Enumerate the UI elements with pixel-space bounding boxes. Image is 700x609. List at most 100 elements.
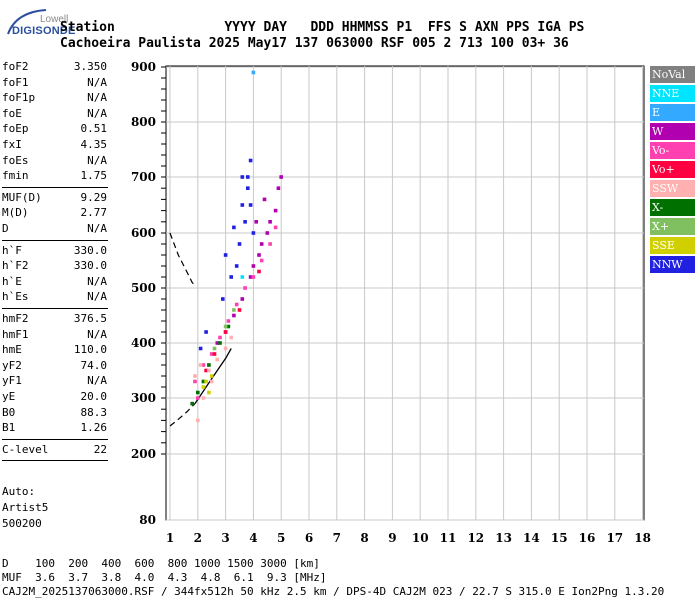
param-row: yE 20.0: [2, 390, 107, 405]
scatter-point: [248, 275, 253, 279]
y-tick-label: 200: [131, 447, 156, 461]
param-row: yF1 N/A: [2, 374, 107, 389]
param-name: MUF(D): [2, 190, 42, 204]
x-tick-label: 3: [221, 531, 229, 545]
logo-main-text: DIGISONDE: [12, 25, 76, 37]
scatter-point: [223, 253, 228, 257]
param-name: h`F: [2, 243, 22, 257]
x-tick-label: 16: [579, 531, 596, 545]
scatter-point: [223, 324, 228, 329]
param-value: 20.0: [80, 390, 108, 403]
param-name: foEs: [2, 153, 29, 167]
scatter-point: [212, 352, 217, 356]
param-name: B0: [2, 405, 16, 419]
scatter-point: [193, 374, 197, 378]
scatter-point: [196, 390, 200, 395]
scatter-point: [196, 396, 200, 400]
param-value: 110.0: [73, 343, 107, 357]
x-tick-label: 5: [277, 531, 285, 545]
scatter-point: [243, 220, 247, 224]
scatter-point: [201, 379, 206, 384]
x-tick-label: 11: [440, 531, 457, 545]
param-name: yE: [2, 390, 16, 403]
scatter-point: [218, 335, 222, 340]
param-row: foE N/A: [2, 107, 107, 122]
param-name: yF1: [2, 374, 22, 388]
param-separator: [2, 239, 108, 241]
legend-item: NNE: [650, 85, 695, 102]
scatter-point: [198, 363, 203, 367]
scatter-point: [215, 357, 220, 362]
logo-top-text: Lowell: [40, 14, 69, 25]
scatter-point: [232, 313, 236, 318]
scatter-point: [246, 186, 250, 190]
auto-version: 500200: [2, 517, 42, 530]
scatter-point: [209, 374, 214, 378]
param-separator: [2, 460, 108, 462]
scatter-point: [204, 379, 208, 384]
param-value: 330.0: [73, 259, 107, 273]
x-tick-label: 15: [551, 531, 568, 545]
param-name: foF2: [2, 60, 29, 73]
param-value: 74.0: [80, 358, 108, 372]
scatter-point: [273, 208, 278, 213]
header-labels: Station YYYY DAY DDD HHMMSS P1 FFS S AXN…: [60, 20, 585, 35]
scatter-point: [232, 225, 236, 230]
param-value: N/A: [87, 274, 107, 288]
param-name: h`Es: [2, 290, 29, 304]
scatter-point: [198, 346, 203, 351]
legend-item: X+: [650, 218, 695, 235]
param-value: N/A: [87, 106, 107, 120]
param-row: B0 88.3: [2, 406, 107, 421]
profile-solid: [194, 348, 232, 404]
scatter-point: [248, 158, 253, 163]
y-tick-label: 700: [131, 170, 156, 184]
legend-item: E: [650, 104, 695, 121]
scatter-point: [273, 225, 278, 230]
param-row: foF2 3.350: [2, 60, 107, 75]
param-row: h`E N/A: [2, 275, 107, 290]
param-row: hmF1 N/A: [2, 328, 107, 343]
legend-item: Vo-: [650, 142, 695, 159]
param-value: N/A: [87, 290, 107, 304]
y-tick-label: 600: [131, 226, 156, 240]
param-value: 88.3: [80, 405, 108, 419]
param-row: h`F2 330.0: [2, 259, 107, 274]
param-separator: [2, 438, 108, 440]
x-tick-label: 2: [194, 531, 202, 545]
scatter-point: [226, 324, 231, 329]
param-row: foF1p N/A: [2, 91, 107, 106]
scatter-point: [218, 341, 222, 345]
scatter-point: [234, 264, 239, 268]
y-tick-label: 80: [139, 513, 156, 527]
scatter-point: [232, 308, 236, 312]
footer-muf-row: MUF 3.6 3.7 3.8 4.0 4.3 4.8 6.1 9.3 [MHz…: [2, 571, 327, 584]
x-tick-label: 12: [467, 531, 484, 545]
param-name: foF1p: [2, 91, 36, 105]
param-value: 22: [93, 442, 107, 456]
scatter-point: [201, 363, 206, 367]
y-tick-label: 500: [131, 281, 156, 295]
scatter-point: [190, 401, 194, 406]
scatter-point: [246, 175, 250, 179]
param-value: 3.350: [73, 60, 107, 73]
profile-dashed-lower: [169, 403, 196, 427]
legend-item: NoVal: [650, 66, 695, 83]
scatter-point: [201, 385, 206, 389]
scatter-point: [257, 253, 261, 257]
param-name: h`E: [2, 274, 22, 288]
legend-item: NNW: [650, 256, 695, 273]
param-name: fxI: [2, 138, 22, 151]
scatter-point: [251, 275, 256, 279]
param-row: h`F 330.0: [2, 244, 107, 259]
scatter-point: [254, 220, 258, 224]
auto-block: Auto: Artist5 500200: [2, 485, 48, 533]
param-value: 1.75: [80, 169, 108, 183]
param-row: foEs N/A: [2, 154, 107, 169]
scatter-point: [204, 330, 208, 334]
scatter-point: [221, 297, 225, 301]
param-value: 376.5: [73, 312, 107, 325]
param-value: 9.29: [80, 190, 108, 204]
param-name: yF2: [2, 358, 22, 372]
x-tick-label: 14: [523, 531, 540, 545]
